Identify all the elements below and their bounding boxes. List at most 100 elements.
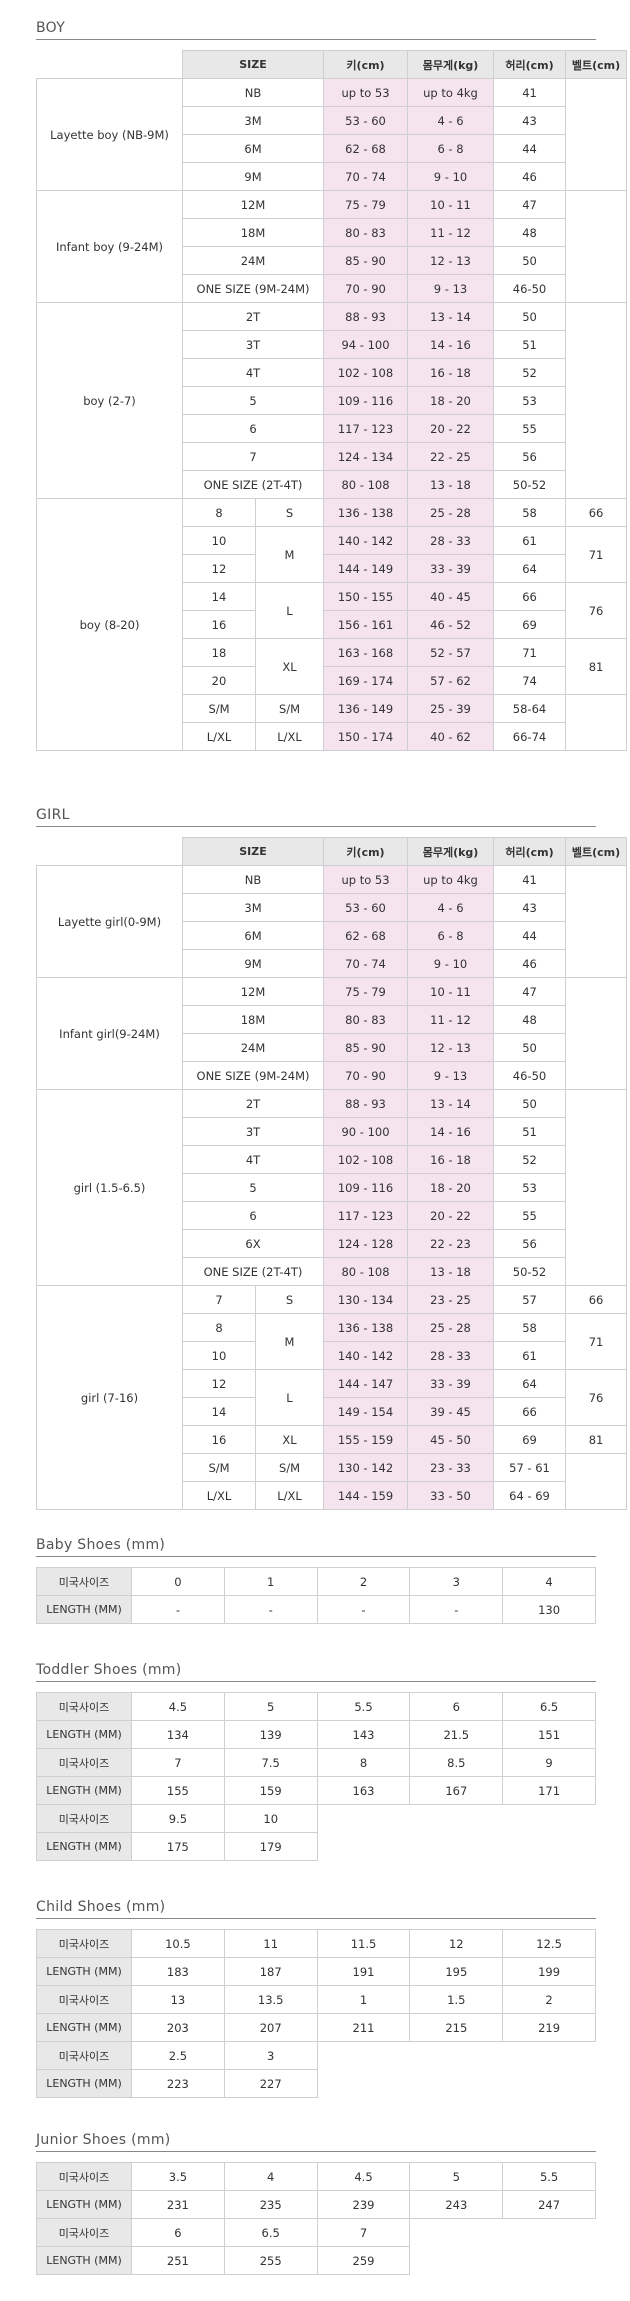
waist-cell: 61 xyxy=(493,526,567,555)
height-cell: 80 - 108 xyxy=(323,1257,409,1286)
height-cell: 117 - 123 xyxy=(323,414,409,443)
waist-cell: 47 xyxy=(493,190,567,219)
table-row: S/M S/M 130 - 142 23 - 33 57 - 61 xyxy=(37,1453,628,1510)
table-row: 24M 85 - 90 12 - 13 50 xyxy=(37,1033,627,1062)
size-cell: 5 xyxy=(223,1692,318,1721)
us-size-label: 미국사이즈 xyxy=(36,1804,132,1833)
weight-cell: 57 - 62 xyxy=(407,666,495,695)
table-row: 3T 90 - 100 14 - 16 51 xyxy=(37,1117,627,1146)
size-cell: L/XL xyxy=(182,722,256,751)
weight-cell: 45 - 50 xyxy=(407,1425,495,1454)
header-waist: 허리(cm) xyxy=(493,837,567,866)
size-cell: 8 xyxy=(316,1748,411,1777)
boy-title: BOY xyxy=(36,16,596,40)
size-cell: 1.5 xyxy=(409,1985,504,2014)
baby-shoes-title: Baby Shoes (mm) xyxy=(36,1533,596,1557)
table-row: 4T 102 - 108 16 - 18 52 xyxy=(37,1145,627,1174)
size-cell: NB xyxy=(181,865,325,894)
table-row: 3M 53 - 60 4 - 6 43 xyxy=(37,893,627,922)
weight-cell: 20 - 22 xyxy=(407,414,495,443)
waist-cell: 64 xyxy=(493,554,567,583)
waist-cell: 46-50 xyxy=(493,1061,567,1090)
size-cell: 6 xyxy=(181,1201,325,1230)
length-label: LENGTH (MM) xyxy=(36,1720,132,1749)
table-row: 3M 53 - 60 4 - 6 43 xyxy=(37,106,627,135)
waist-cell: 57 - 61 xyxy=(493,1453,567,1482)
size-cell: 2 xyxy=(502,1985,596,2014)
height-cell: 88 - 93 xyxy=(323,302,409,331)
length-cell: 211 xyxy=(316,2013,411,2042)
belt-cell xyxy=(565,977,628,1090)
size-cell: 3 xyxy=(223,2041,318,2070)
height-cell: 124 - 128 xyxy=(323,1229,409,1258)
length-cell: 130 xyxy=(502,1595,596,1624)
height-cell: 117 - 123 xyxy=(323,1201,409,1230)
table-row: 16 156 - 161 46 - 52 69 xyxy=(37,610,627,639)
waist-cell: 50 xyxy=(493,302,567,331)
height-cell: 70 - 74 xyxy=(323,949,409,978)
waist-cell: 47 xyxy=(493,977,567,1006)
size-cell: 14 xyxy=(182,1397,256,1426)
waist-cell: 69 xyxy=(493,1425,567,1454)
height-cell: 144 - 159 xyxy=(323,1481,409,1510)
length-cell: 187 xyxy=(223,1957,318,1986)
size-cell: ONE SIZE (2T-4T) xyxy=(181,470,325,499)
height-cell: 136 - 149 xyxy=(323,694,409,723)
weight-cell: 13 - 14 xyxy=(407,1089,495,1118)
size-cell: 5.5 xyxy=(316,1692,411,1721)
table-row: 4T 102 - 108 16 - 18 52 xyxy=(37,358,627,387)
weight-cell: 22 - 23 xyxy=(407,1229,495,1258)
weight-cell: 28 - 33 xyxy=(407,1341,495,1370)
waist-cell: 50 xyxy=(493,246,567,275)
letter-size-cell: S xyxy=(254,498,325,527)
height-cell: 102 - 108 xyxy=(323,358,409,387)
category-label: Infant boy (9-24M) xyxy=(36,190,183,303)
length-cell: - xyxy=(409,1595,504,1624)
length-cell: 219 xyxy=(502,2013,596,2042)
weight-cell: 22 - 25 xyxy=(407,442,495,471)
size-cell: 3T xyxy=(181,1117,325,1146)
weight-cell: 46 - 52 xyxy=(407,610,495,639)
length-cell: 159 xyxy=(223,1776,318,1805)
table-row: ONE SIZE (2T-4T) 80 - 108 13 - 18 50-52 xyxy=(37,470,627,499)
height-cell: 130 - 134 xyxy=(323,1285,409,1314)
size-cell: 6 xyxy=(409,1692,504,1721)
weight-cell: 33 - 39 xyxy=(407,1369,495,1398)
table-row: boy (2-7) 2T 88 - 93 13 - 14 50 xyxy=(36,302,628,499)
length-label: LENGTH (MM) xyxy=(36,1776,132,1805)
size-cell: 16 xyxy=(182,610,256,639)
height-cell: 163 - 168 xyxy=(323,638,409,667)
waist-cell: 50 xyxy=(493,1089,567,1118)
size-cell: 6 xyxy=(181,414,325,443)
height-cell: 109 - 116 xyxy=(323,386,409,415)
length-cell: - xyxy=(316,1595,411,1624)
header-blank xyxy=(36,837,183,866)
belt-cell xyxy=(565,1089,628,1286)
size-cell: 13.5 xyxy=(223,1985,318,2014)
waist-cell: 52 xyxy=(493,358,567,387)
length-cell: 243 xyxy=(409,2190,504,2219)
size-cell: 11 xyxy=(223,1929,318,1958)
size-cell: 4.5 xyxy=(316,2162,411,2191)
table-row: 12 144 - 149 33 - 39 64 xyxy=(37,554,627,583)
letter-size-cell: M xyxy=(254,1313,325,1370)
empty-cell xyxy=(410,2219,596,2247)
letter-size-cell: L/XL xyxy=(254,722,325,751)
size-cell: 0 xyxy=(131,1567,225,1596)
size-cell: ONE SIZE (2T-4T) xyxy=(181,1257,325,1286)
waist-cell: 61 xyxy=(493,1341,567,1370)
belt-cell: 66 xyxy=(565,1285,628,1314)
table-row: 미국사이즈 4.5 5 5.5 6 6.5 xyxy=(36,1692,596,1721)
weight-cell: 11 - 12 xyxy=(407,1005,495,1034)
weight-cell: 52 - 57 xyxy=(407,638,495,667)
size-cell: 6.5 xyxy=(223,2218,318,2247)
waist-cell: 46-50 xyxy=(493,274,567,303)
size-cell: 6.5 xyxy=(502,1692,596,1721)
length-cell: 163 xyxy=(316,1776,411,1805)
size-cell: 9.5 xyxy=(131,1804,225,1833)
girl-size-table: SIZE 키(cm) 몸무게(kg) 허리(cm) 벨트(cm) Layette… xyxy=(36,837,628,1510)
size-cell: 13 xyxy=(131,1985,225,2014)
length-cell: 167 xyxy=(409,1776,504,1805)
length-cell: 155 xyxy=(131,1776,225,1805)
height-cell: 80 - 108 xyxy=(323,470,409,499)
